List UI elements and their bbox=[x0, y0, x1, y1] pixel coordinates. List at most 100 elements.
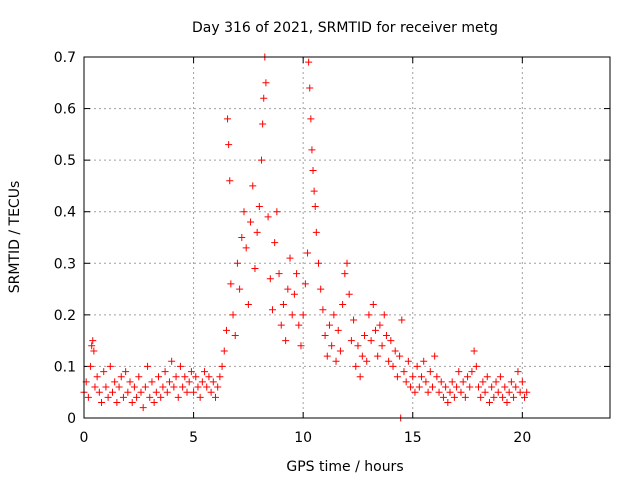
data-point bbox=[398, 316, 406, 324]
data-point bbox=[117, 373, 125, 381]
data-point bbox=[325, 321, 333, 329]
data-point bbox=[108, 388, 116, 396]
y-tick-label: 0.6 bbox=[54, 102, 76, 118]
data-point bbox=[428, 383, 436, 391]
data-point bbox=[496, 373, 504, 381]
data-point bbox=[396, 352, 404, 360]
data-point bbox=[433, 373, 441, 381]
y-tick-label: 0.2 bbox=[54, 308, 76, 324]
data-point bbox=[304, 249, 312, 257]
data-point bbox=[492, 378, 500, 386]
data-point bbox=[144, 362, 152, 370]
data-point bbox=[477, 393, 485, 401]
data-point bbox=[315, 259, 323, 267]
data-point bbox=[102, 383, 110, 391]
data-point bbox=[356, 373, 364, 381]
data-point bbox=[282, 337, 290, 345]
data-point bbox=[91, 383, 99, 391]
data-point bbox=[363, 357, 371, 365]
data-point bbox=[376, 321, 384, 329]
data-point bbox=[328, 342, 336, 350]
data-point bbox=[137, 388, 145, 396]
data-point bbox=[240, 208, 248, 216]
data-point bbox=[98, 399, 106, 407]
data-point bbox=[242, 244, 250, 252]
data-point bbox=[236, 285, 244, 293]
data-point bbox=[185, 378, 193, 386]
data-point bbox=[290, 290, 298, 298]
data-point bbox=[453, 383, 461, 391]
data-point bbox=[387, 337, 395, 345]
data-point bbox=[152, 388, 160, 396]
data-point bbox=[251, 264, 259, 272]
data-point bbox=[499, 393, 507, 401]
data-point bbox=[468, 368, 476, 376]
data-point bbox=[479, 378, 487, 386]
x-tick-label: 10 bbox=[294, 430, 312, 446]
data-point bbox=[262, 79, 270, 87]
data-point bbox=[106, 362, 114, 370]
data-point bbox=[288, 311, 296, 319]
data-point bbox=[183, 388, 191, 396]
data-point bbox=[444, 399, 452, 407]
data-point bbox=[512, 383, 520, 391]
data-point bbox=[297, 342, 305, 350]
data-point bbox=[306, 84, 314, 92]
data-point bbox=[393, 373, 401, 381]
data-point bbox=[115, 383, 123, 391]
data-point bbox=[437, 378, 445, 386]
data-point bbox=[365, 311, 373, 319]
data-point bbox=[435, 388, 443, 396]
data-point bbox=[385, 357, 393, 365]
data-point bbox=[461, 393, 469, 401]
data-point bbox=[279, 301, 287, 309]
data-point bbox=[214, 383, 222, 391]
data-point bbox=[470, 347, 478, 355]
data-point bbox=[196, 393, 204, 401]
data-point bbox=[413, 362, 421, 370]
data-point bbox=[418, 373, 426, 381]
data-point bbox=[374, 352, 382, 360]
data-point bbox=[350, 316, 358, 324]
data-point bbox=[159, 383, 167, 391]
data-point bbox=[343, 259, 351, 267]
data-point bbox=[367, 337, 375, 345]
data-point bbox=[514, 368, 522, 376]
data-point bbox=[264, 213, 272, 221]
data-point bbox=[207, 388, 215, 396]
data-point bbox=[259, 120, 267, 128]
data-point bbox=[358, 352, 366, 360]
y-tick-label: 0 bbox=[67, 411, 76, 427]
data-point bbox=[165, 378, 173, 386]
data-point bbox=[253, 228, 261, 236]
data-point bbox=[87, 362, 95, 370]
data-point bbox=[170, 383, 178, 391]
data-point bbox=[311, 203, 319, 211]
data-point bbox=[391, 347, 399, 355]
data-point bbox=[466, 383, 474, 391]
data-point bbox=[472, 362, 480, 370]
data-point bbox=[446, 388, 454, 396]
data-point bbox=[400, 368, 408, 376]
data-point bbox=[448, 378, 456, 386]
data-point bbox=[88, 342, 96, 350]
data-point bbox=[133, 393, 141, 401]
data-point bbox=[247, 218, 255, 226]
data-point bbox=[450, 393, 458, 401]
data-point bbox=[442, 383, 450, 391]
data-point bbox=[231, 331, 239, 339]
data-point bbox=[126, 378, 134, 386]
data-point bbox=[244, 301, 252, 309]
data-point bbox=[431, 352, 439, 360]
data-point bbox=[339, 301, 347, 309]
data-point bbox=[505, 388, 513, 396]
data-point bbox=[203, 383, 211, 391]
data-point bbox=[518, 378, 526, 386]
y-tick-label: 0.5 bbox=[54, 153, 76, 169]
data-point bbox=[95, 388, 103, 396]
data-point bbox=[457, 388, 465, 396]
data-point bbox=[369, 301, 377, 309]
data-points bbox=[80, 53, 531, 422]
data-point bbox=[216, 373, 224, 381]
data-point bbox=[488, 383, 496, 391]
